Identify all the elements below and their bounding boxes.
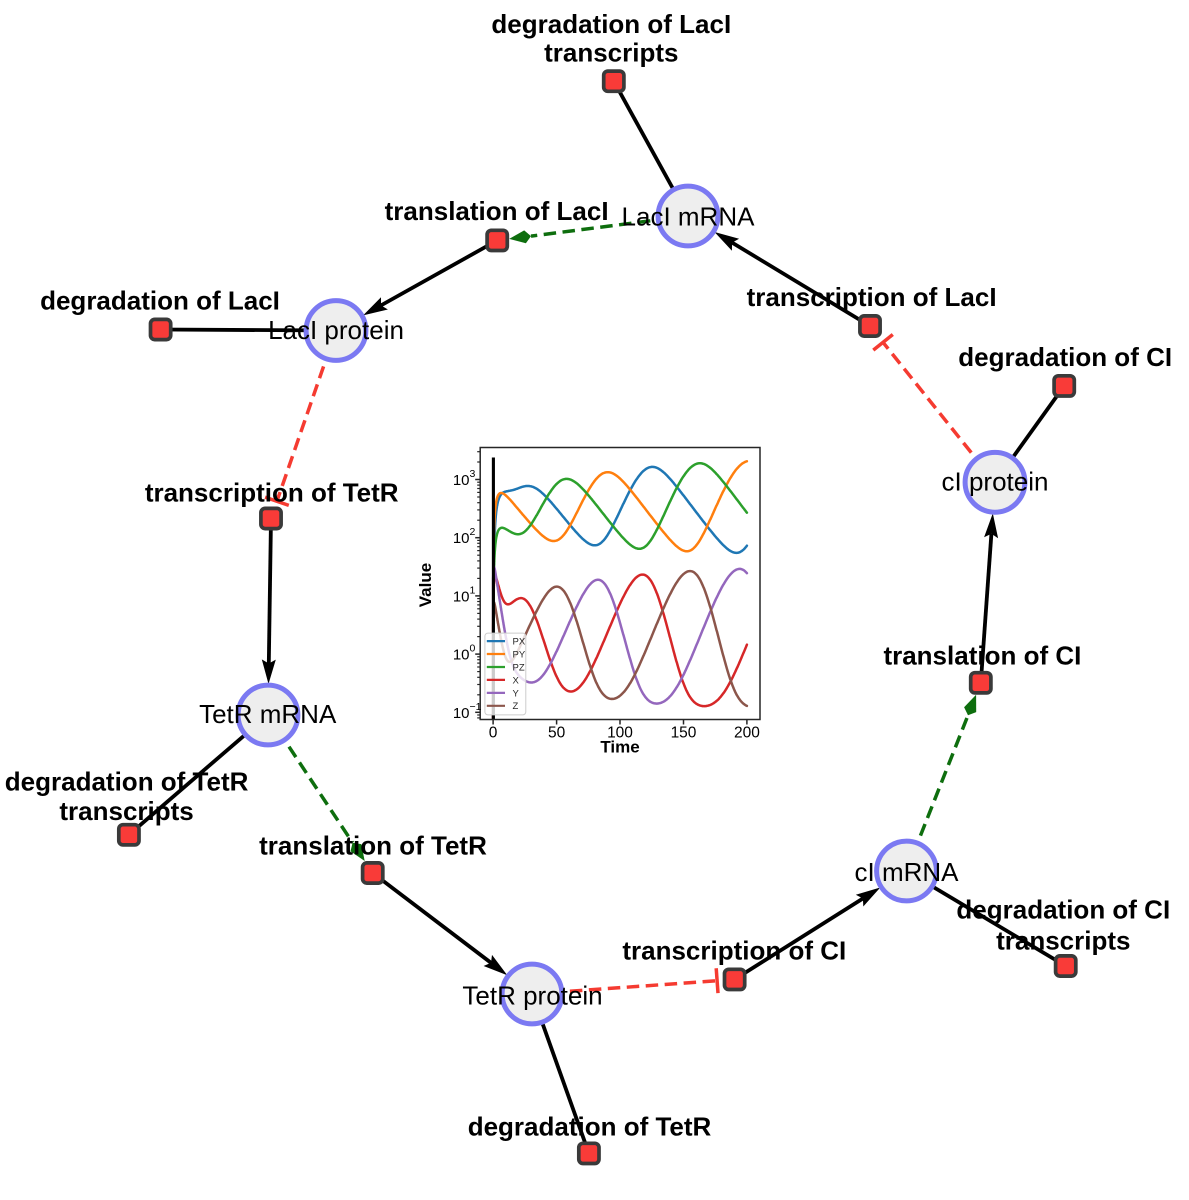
svg-text:degradation of TetR: degradation of TetR — [5, 767, 249, 797]
svg-text:0: 0 — [489, 725, 498, 742]
svg-text:cI mRNA: cI mRNA — [855, 857, 960, 887]
svg-text:Value: Value — [416, 563, 435, 607]
svg-text:transcription of TetR: transcription of TetR — [145, 478, 399, 508]
svg-text:2: 2 — [470, 526, 476, 538]
svg-text:50: 50 — [548, 725, 566, 742]
svg-text:100: 100 — [607, 725, 633, 742]
svg-text:degradation of LacI: degradation of LacI — [491, 9, 731, 39]
svg-text:10: 10 — [453, 705, 470, 722]
svg-text:0: 0 — [470, 643, 476, 655]
svg-text:degradation of TetR: degradation of TetR — [468, 1111, 712, 1141]
svg-text:transcripts: transcripts — [59, 796, 193, 826]
svg-text:Time: Time — [600, 738, 639, 757]
svg-text:1: 1 — [470, 584, 476, 596]
svg-text:cI protein: cI protein — [942, 467, 1049, 497]
svg-text:TetR mRNA: TetR mRNA — [199, 699, 337, 729]
svg-text:200: 200 — [734, 725, 760, 742]
svg-text:PX: PX — [513, 637, 526, 648]
svg-text:LacI mRNA: LacI mRNA — [622, 202, 756, 232]
svg-text:PY: PY — [513, 649, 526, 660]
svg-text:10: 10 — [453, 588, 470, 605]
svg-text:X: X — [513, 675, 520, 686]
svg-text:−1: −1 — [470, 701, 482, 713]
svg-text:transcripts: transcripts — [996, 925, 1130, 955]
svg-text:10: 10 — [453, 530, 470, 547]
svg-text:transcripts: transcripts — [544, 38, 678, 68]
svg-text:10: 10 — [453, 647, 470, 664]
svg-text:degradation of CI: degradation of CI — [958, 342, 1172, 372]
svg-text:degradation of LacI: degradation of LacI — [40, 286, 280, 316]
svg-text:TetR protein: TetR protein — [462, 980, 602, 1010]
svg-text:150: 150 — [671, 725, 697, 742]
svg-text:translation of CI: translation of CI — [883, 640, 1081, 670]
svg-text:LacI protein: LacI protein — [268, 315, 404, 345]
svg-text:10: 10 — [453, 472, 470, 489]
svg-text:translation of LacI: translation of LacI — [385, 196, 609, 226]
svg-text:PZ: PZ — [513, 662, 525, 673]
svg-text:transcription of CI: transcription of CI — [622, 936, 846, 966]
svg-text:3: 3 — [470, 468, 476, 480]
svg-text:translation of TetR: translation of TetR — [259, 831, 487, 861]
svg-text:Z: Z — [513, 701, 519, 712]
svg-text:Y: Y — [513, 688, 520, 699]
svg-text:degradation of CI: degradation of CI — [956, 894, 1170, 924]
svg-text:transcription of LacI: transcription of LacI — [747, 282, 997, 312]
